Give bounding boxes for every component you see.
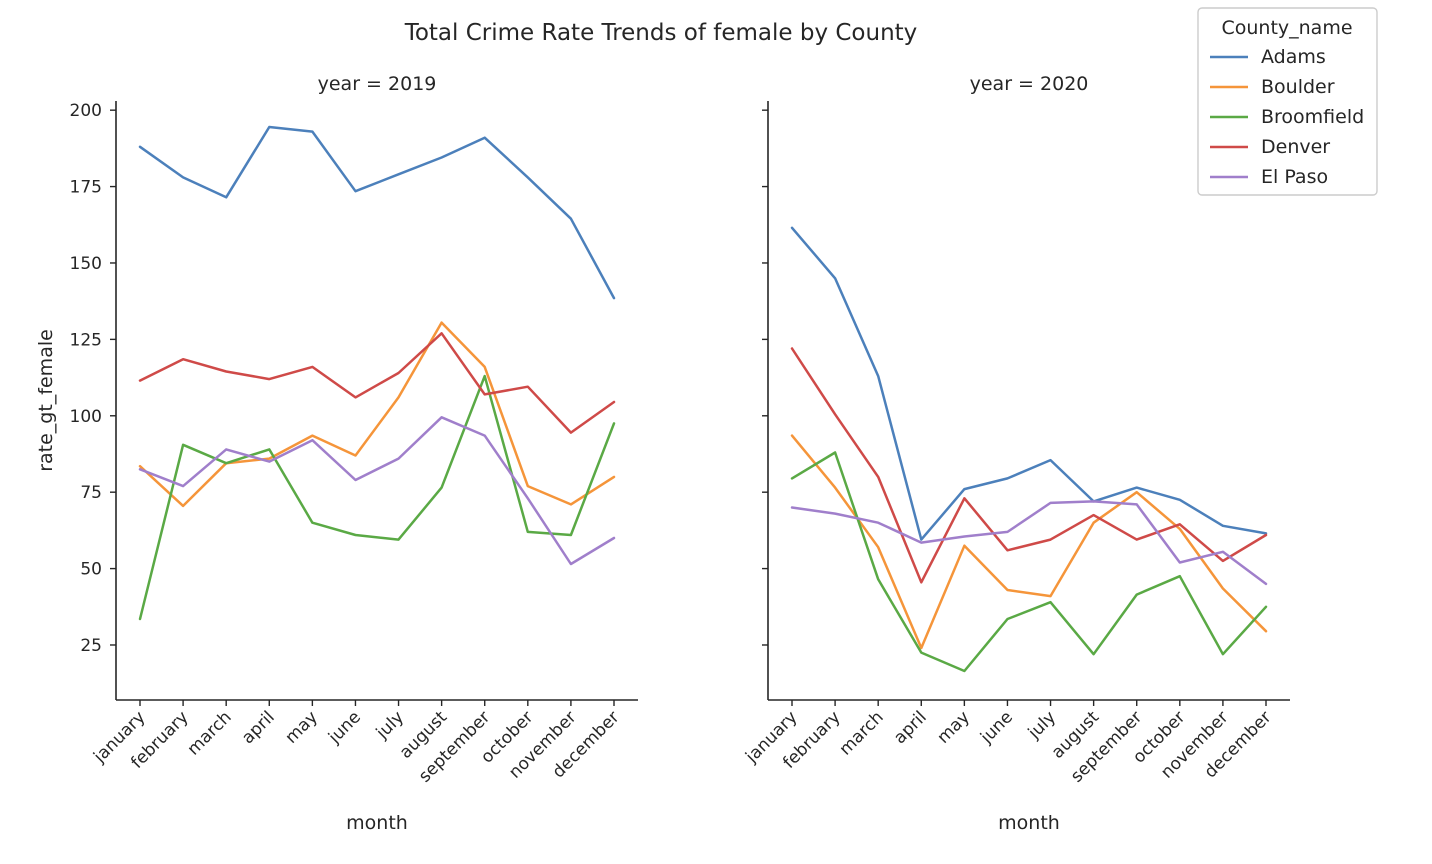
series-line-broomfield xyxy=(138,374,616,621)
series-line-adams xyxy=(790,226,1268,541)
legend-label-broomfield: Broomfield xyxy=(1261,106,1364,128)
x-axis-label: month xyxy=(998,812,1060,834)
legend-label-adams: Adams xyxy=(1261,46,1326,68)
series-line-boulder xyxy=(138,321,616,508)
legend-label-boulder: Boulder xyxy=(1261,76,1335,98)
y-tick-label: 150 xyxy=(70,254,102,274)
x-tick-label: march xyxy=(184,707,236,759)
x-tick-label: july xyxy=(1024,707,1060,743)
x-tick-label: april xyxy=(238,707,279,748)
x-tick-label: june xyxy=(976,707,1017,748)
facet-title: year = 2020 xyxy=(970,73,1089,95)
chart-title: Total Crime Rate Trends of female by Cou… xyxy=(404,20,918,46)
x-tick-label: july xyxy=(372,707,408,743)
series-line-denver xyxy=(790,347,1268,584)
series-line-el-paso xyxy=(790,500,1268,586)
facet-panels: year = 2019255075100125150175200januaryf… xyxy=(35,73,1290,834)
series-line-denver xyxy=(138,332,616,434)
facet-panel-0: year = 2019255075100125150175200januaryf… xyxy=(35,73,638,834)
series-line-el-paso xyxy=(138,416,616,566)
y-tick-label: 75 xyxy=(80,483,102,503)
x-tick-label: april xyxy=(890,707,931,748)
x-tick-label: june xyxy=(324,707,365,748)
y-tick-label: 100 xyxy=(70,407,102,427)
legend: County_name Adams Boulder Broomfield Denver E… xyxy=(1197,7,1378,196)
y-axis-label: rate_gt_female xyxy=(35,329,57,472)
facet-title: year = 2019 xyxy=(318,73,437,95)
y-tick-label: 25 xyxy=(80,636,102,656)
series-line-adams xyxy=(138,125,616,300)
legend-label-denver: Denver xyxy=(1261,136,1330,158)
x-tick-label: may xyxy=(934,707,974,747)
y-tick-label: 200 xyxy=(70,101,102,121)
x-tick-label: march xyxy=(836,707,888,759)
series-line-broomfield xyxy=(790,451,1268,673)
legend-title: County_name xyxy=(1221,17,1352,39)
series-line-boulder xyxy=(790,434,1268,650)
y-tick-label: 175 xyxy=(70,178,102,198)
y-tick-label: 125 xyxy=(70,330,102,350)
x-tick-label: may xyxy=(282,707,322,747)
y-tick-label: 50 xyxy=(80,560,102,580)
x-axis-label: month xyxy=(346,812,408,834)
legend-label-el-paso: El Paso xyxy=(1261,166,1328,188)
